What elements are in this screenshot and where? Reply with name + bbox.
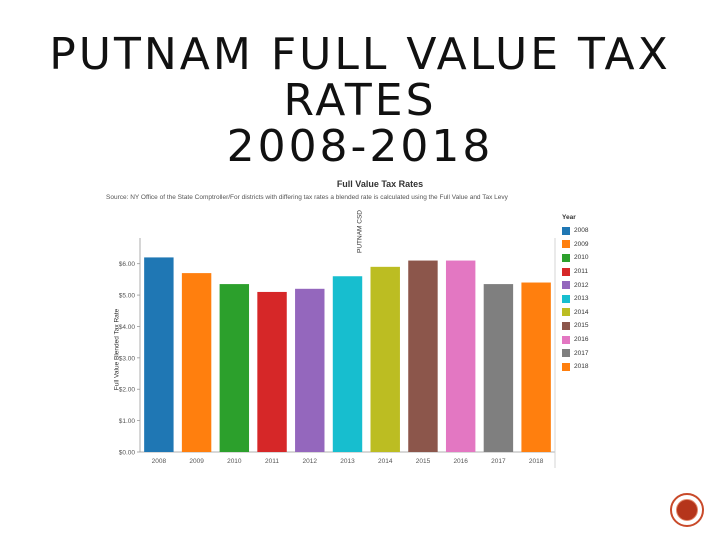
- legend-label: 2009: [574, 240, 589, 248]
- legend-label: 2010: [574, 254, 589, 262]
- legend-label: 2012: [574, 281, 589, 289]
- bar-2009: [181, 273, 212, 452]
- legend-item: 2008: [562, 224, 618, 238]
- y-tick-label: $6.00: [119, 261, 136, 268]
- legend-label: 2018: [574, 363, 589, 371]
- slide-title: PUTNAM FULL VALUE TAX RATES 2008-2018: [0, 32, 720, 170]
- legend-title: Year: [562, 214, 576, 221]
- bar-2017: [483, 284, 514, 452]
- legend-item: 2010: [562, 251, 618, 265]
- legend-label: 2011: [574, 268, 588, 276]
- legend-swatch: [562, 321, 570, 330]
- legend-swatch: [562, 267, 570, 276]
- y-tick-label: $4.00: [119, 324, 136, 331]
- slide-logo-badge-inner: [676, 499, 698, 521]
- slide-logo-badge: [670, 493, 704, 527]
- legend-swatch: [562, 240, 570, 249]
- x-tick-label: 2012: [303, 458, 318, 465]
- legend-label: 2017: [574, 349, 589, 357]
- legend-item: 2011: [562, 265, 618, 279]
- legend-swatch: [562, 253, 570, 262]
- x-tick-label: 2011: [265, 458, 279, 465]
- bar-2018: [521, 282, 551, 452]
- chart-plot: $0.00 $1.00 $2.00 $3.00 $4.00 $5.00 $6.00 2008 2…: [119, 238, 556, 468]
- slide-title-line-3: 2008-2018: [226, 121, 494, 172]
- y-tick-label: $2.00: [119, 387, 136, 394]
- y-tick-label: $1.00: [119, 418, 136, 425]
- legend-swatch: [562, 362, 570, 371]
- legend-swatch: [562, 335, 570, 344]
- y-tick-label: $0.00: [119, 450, 136, 457]
- legend-item: 2018: [562, 360, 618, 374]
- legend-label: 2008: [574, 227, 589, 235]
- legend-swatch: [562, 349, 570, 358]
- y-axis-label: Full Value Blended Tax Rate: [113, 308, 121, 391]
- bar-2011: [257, 291, 287, 452]
- bar-2014: [370, 266, 400, 452]
- legend-item: 2016: [562, 333, 618, 347]
- legend-label: 2016: [574, 336, 589, 344]
- legend-item: 2013: [562, 292, 618, 306]
- legend-item: 2012: [562, 278, 618, 292]
- x-tick-label: 2009: [189, 458, 204, 465]
- legend-item: 2015: [562, 319, 618, 333]
- x-tick-label: 2013: [340, 458, 355, 465]
- y-tick-label: $3.00: [119, 355, 136, 362]
- legend-label: 2013: [574, 295, 589, 303]
- bar-2010: [219, 284, 250, 452]
- bar-2015: [408, 260, 438, 452]
- legend: Year 2008 2009 2010 2011 2012 2013 2014 2015 201…: [562, 214, 618, 374]
- legend-swatch: [562, 294, 570, 303]
- x-tick-label: 2015: [416, 458, 431, 465]
- x-tick-label: 2010: [227, 458, 242, 465]
- x-tick-label: 2014: [378, 458, 393, 465]
- legend-items: 2008 2009 2010 2011 2012 2013 2014 2015 2016 2017…: [562, 224, 618, 374]
- legend-label: 2014: [574, 308, 589, 316]
- x-tick-label: 2018: [529, 458, 544, 465]
- x-tick-label: 2008: [152, 458, 167, 465]
- bar-2013: [332, 276, 363, 452]
- x-tick-label: 2016: [453, 458, 468, 465]
- legend-item: 2014: [562, 306, 618, 320]
- legend-item: 2017: [562, 346, 618, 360]
- bar-2016: [445, 260, 476, 452]
- legend-label: 2015: [574, 322, 589, 330]
- slide-title-line-2: RATES: [283, 75, 437, 126]
- facet-label: PUTNAM CSD: [356, 210, 364, 253]
- legend-swatch: [562, 226, 570, 235]
- bar-2008: [144, 257, 174, 452]
- legend-swatch: [562, 308, 570, 317]
- bar-2012: [295, 288, 325, 452]
- slide-title-line-1: PUTNAM FULL VALUE TAX: [49, 29, 671, 80]
- legend-item: 2009: [562, 238, 618, 252]
- legend-swatch: [562, 281, 570, 290]
- y-tick-label: $5.00: [119, 293, 136, 300]
- chart-subtitle: Source: NY Office of the State Comptroll…: [106, 194, 508, 201]
- x-tick-label: 2017: [491, 458, 506, 465]
- chart: $0.00 $1.00 $2.00 $3.00 $4.00 $5.00 $6.00 2008 2…: [100, 176, 620, 476]
- chart-title: Full Value Tax Rates: [336, 179, 424, 189]
